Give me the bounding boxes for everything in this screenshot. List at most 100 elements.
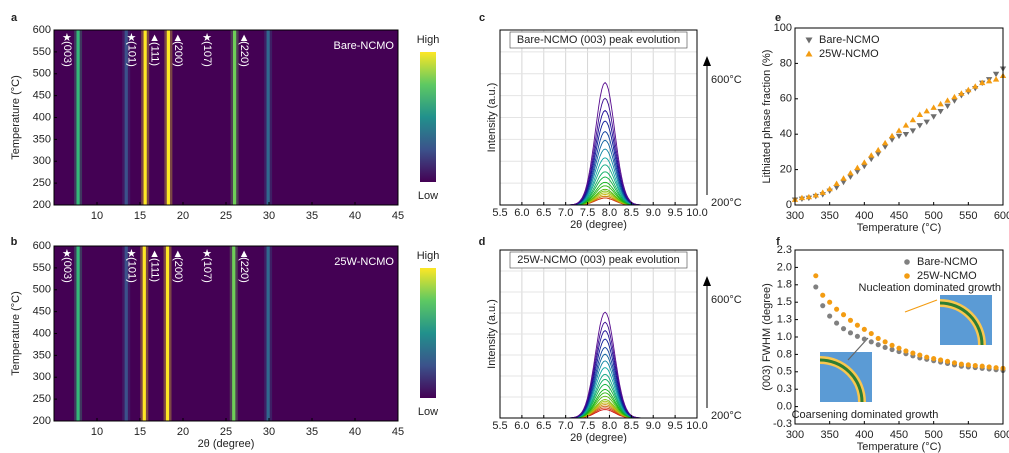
- point: [812, 192, 819, 198]
- x-tick-label: 5.5: [492, 207, 507, 219]
- peak-band: [124, 30, 128, 205]
- peak-curve: [500, 164, 697, 206]
- x-tick-label: 7.5: [580, 207, 595, 219]
- point: [944, 103, 951, 110]
- y-tick-label: 350: [33, 133, 51, 145]
- annotation: Nucleation dominated growth: [859, 282, 1001, 294]
- panel-letter: f: [776, 236, 780, 248]
- arrow-bottom-label: 200°C: [711, 197, 742, 209]
- title-box: [509, 251, 688, 269]
- x-tick-label: 8.5: [624, 420, 639, 432]
- y-tick-label: 400: [33, 327, 51, 339]
- x-tick-label: 10.0: [686, 420, 707, 432]
- panel-title: 25W-NCMO (003) peak evolution: [517, 254, 679, 266]
- point: [937, 108, 944, 115]
- point: [930, 114, 937, 120]
- reflection-label: (003): [61, 41, 73, 67]
- point: [951, 93, 958, 100]
- x-tick-label: 30: [263, 210, 275, 222]
- point: [888, 132, 896, 139]
- reflection-label: (111): [149, 42, 161, 66]
- reflection-symbol: ▲: [172, 32, 183, 44]
- reflection-symbol: ★: [202, 248, 212, 260]
- y-axis-label: Temperature (°C): [10, 291, 22, 375]
- y-tick-label: 1.5: [777, 296, 792, 308]
- plot-frame: [499, 249, 698, 419]
- point: [875, 146, 882, 153]
- arrow-head: [703, 276, 711, 286]
- peak-curve: [500, 109, 697, 206]
- y-tick-label: 450: [33, 306, 51, 318]
- y-tick-label: 2.0: [777, 261, 792, 273]
- x-tick-label: 6.5: [536, 207, 551, 219]
- x-tick-label: 9.5: [667, 207, 682, 219]
- point: [847, 169, 854, 176]
- colorbar-high: High: [417, 250, 440, 262]
- colorbar: [420, 52, 436, 182]
- x-tick-label: 25: [220, 426, 232, 438]
- x-axis-label: Temperature (°C): [857, 441, 941, 453]
- point: [951, 98, 958, 104]
- point: [833, 180, 840, 186]
- y-tick-label: 60: [780, 93, 792, 105]
- point: [903, 348, 909, 354]
- point: [881, 139, 889, 146]
- x-tick-label: 7.5: [580, 420, 595, 432]
- peak-curve: [500, 192, 697, 206]
- point: [992, 76, 1000, 82]
- reflection-symbol: ▲: [172, 248, 183, 260]
- panel-letter: c: [479, 12, 485, 24]
- y-tick-label: 1.0: [777, 331, 792, 343]
- x-tick-label: 500: [924, 429, 942, 441]
- point: [895, 127, 903, 133]
- point: [827, 299, 833, 305]
- x-tick-label: 35: [306, 210, 318, 222]
- colorbar: [420, 268, 436, 398]
- point: [896, 345, 902, 351]
- x-tick-label: 350: [820, 429, 838, 441]
- point: [944, 97, 951, 103]
- point: [868, 339, 874, 345]
- y-tick-label: 500: [33, 68, 51, 80]
- y-tick-label: 450: [33, 90, 51, 102]
- x-tick-label: 7.0: [558, 207, 573, 219]
- peak-band: [165, 246, 170, 421]
- y-tick-label: 2.3: [777, 244, 792, 256]
- panel-letter: d: [479, 236, 486, 248]
- x-tick-label: 6.5: [536, 420, 551, 432]
- x-axis-label: Temperature (°C): [857, 222, 941, 234]
- peak-band: [266, 30, 270, 205]
- point: [875, 342, 881, 348]
- y-axis-label: Intensity (a.u.): [486, 299, 498, 369]
- reflection-label: (101): [125, 257, 137, 283]
- point: [917, 352, 923, 358]
- peak-curve: [500, 197, 697, 206]
- x-tick-label: 450: [890, 210, 908, 222]
- x-tick-label: 8.5: [624, 207, 639, 219]
- x-axis-label: 2θ (degree): [570, 432, 627, 444]
- point: [840, 175, 847, 181]
- point: [820, 292, 826, 298]
- y-tick-label: 550: [33, 46, 51, 58]
- point: [827, 313, 833, 319]
- x-tick-label: 450: [890, 429, 908, 441]
- point: [847, 317, 854, 323]
- point: [937, 100, 944, 107]
- point: [931, 356, 937, 362]
- x-tick-label: 500: [924, 210, 942, 222]
- point: [958, 90, 965, 96]
- arrow-head: [703, 56, 711, 66]
- peak-band: [266, 246, 270, 421]
- point: [861, 336, 867, 342]
- point: [909, 116, 917, 123]
- y-tick-label: 40: [780, 128, 792, 140]
- x-tick-label: 45: [392, 210, 404, 222]
- x-tick-label: 5.5: [492, 420, 507, 432]
- point: [868, 330, 874, 337]
- peak-curve: [500, 176, 697, 206]
- reflection-symbol: ▲: [149, 248, 160, 260]
- heatmap-background: [54, 30, 398, 205]
- x-tick-label: 10: [91, 426, 103, 438]
- y-tick-label: 200: [33, 199, 51, 211]
